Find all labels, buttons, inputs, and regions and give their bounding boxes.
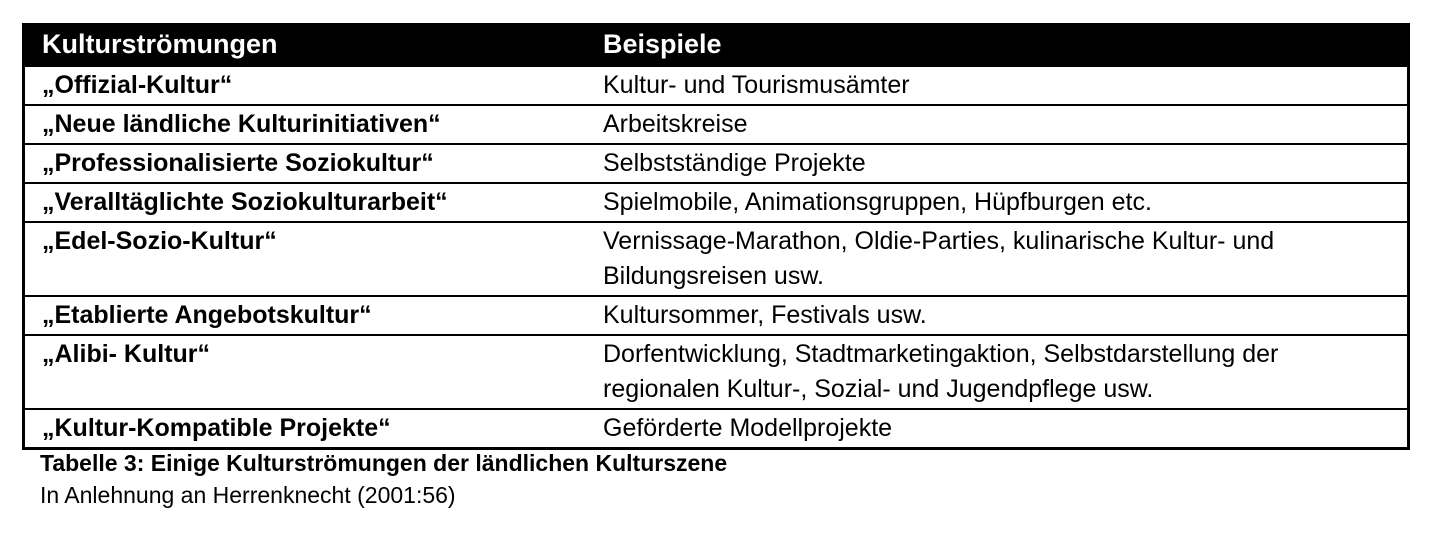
example-cell: Vernissage-Marathon, Oldie-Parties, kuli… bbox=[603, 227, 1275, 290]
movement-cell: „Offizial-Kultur“ bbox=[42, 71, 233, 99]
table-row: „Kultur-Kompatible Projekte“ Geförderte M… bbox=[25, 408, 1407, 447]
movement-cell: „Kultur-Kompatible Projekte“ bbox=[42, 414, 391, 442]
movement-cell: „Veralltäglichte Soziokulturarbeit“ bbox=[42, 188, 448, 216]
movement-cell: „Edel-Sozio-Kultur“ bbox=[42, 227, 277, 255]
table-header: Kulturströmungen Beispiele bbox=[25, 23, 1407, 65]
header-cell: Kulturströmungen bbox=[42, 28, 278, 59]
table-row: „Offizial-Kultur“ Kultur- und Tourismusäm… bbox=[25, 65, 1407, 104]
example-cell: Geförderte Modellprojekte bbox=[603, 414, 893, 442]
table-row: „Veralltäglichte Soziokulturarbeit“ Spiel… bbox=[25, 182, 1407, 221]
example-cell: Selbstständige Projekte bbox=[603, 149, 866, 177]
example-cell: Dorfentwicklung, Stadtmarketingaktion, S… bbox=[603, 340, 1279, 403]
example-cell: Kultur- und Tourismusämter bbox=[603, 71, 910, 99]
movement-cell: „Neue ländliche Kulturinitiativen“ bbox=[42, 110, 441, 138]
table-source: In Anlehnung an Herrenknecht (2001:56) bbox=[40, 482, 456, 508]
table-row: „Professionalisierte Soziokultur“ Selbsts… bbox=[25, 143, 1407, 182]
culture-table: Kulturströmungen Beispiele „Offizial-Kul… bbox=[22, 23, 1410, 450]
table-row: „Alibi- Kultur“ Dorfentwicklung, Stadtmar… bbox=[25, 334, 1407, 408]
movement-cell: „Etablierte Angebotskultur“ bbox=[42, 301, 372, 329]
table-row: „Etablierte Angebotskultur“ Kultursommer,… bbox=[25, 295, 1407, 334]
movement-cell: „Alibi- Kultur“ bbox=[42, 340, 211, 368]
table-row: „Edel-Sozio-Kultur“ Vernissage-Marathon, … bbox=[25, 221, 1407, 295]
example-cell: Spielmobile, Animationsgruppen, Hüpfburg… bbox=[603, 188, 1152, 216]
example-cell: Kultursommer, Festivals usw. bbox=[603, 301, 927, 329]
example-cell: Arbeitskreise bbox=[603, 110, 748, 138]
movement-cell: „Professionalisierte Soziokultur“ bbox=[42, 149, 434, 177]
table-row: „Neue ländliche Kulturinitiativen“ Arbeit… bbox=[25, 104, 1407, 143]
table-caption: Tabelle 3: Einige Kulturströmungen der l… bbox=[40, 450, 728, 476]
header-cell: Beispiele bbox=[603, 28, 722, 59]
